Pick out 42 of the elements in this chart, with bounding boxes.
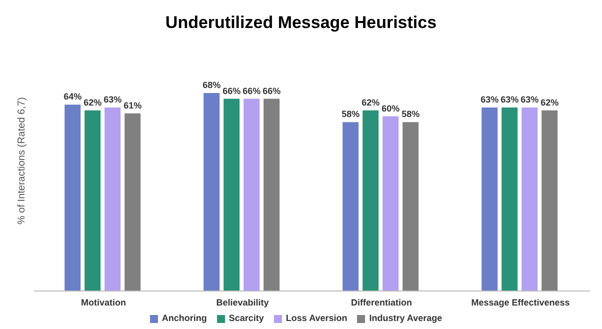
- data-label: 62%: [362, 97, 380, 108]
- bar: [522, 108, 538, 291]
- data-label: 61%: [124, 100, 142, 110]
- bar: [502, 108, 518, 291]
- bar: [482, 108, 498, 291]
- bar: [124, 113, 141, 291]
- legend-label: Loss Aversion: [286, 313, 348, 323]
- data-label: 58%: [342, 109, 360, 120]
- data-label: 58%: [402, 109, 420, 120]
- data-label: 63%: [520, 94, 539, 105]
- bar: [542, 110, 558, 291]
- data-label: 68%: [202, 80, 221, 90]
- bar: [244, 98, 260, 291]
- y-axis-title: % of Interactions (Rated 6,7): [16, 97, 28, 224]
- chart-title: Underutilized Message Heuristics: [164, 12, 438, 34]
- bar: [84, 110, 101, 291]
- bar: [204, 92, 220, 291]
- data-label: 63%: [104, 94, 122, 105]
- data-label: 66%: [222, 86, 241, 96]
- x-tick-label: Message Effectiveness: [471, 297, 570, 308]
- x-tick-label: Believability: [216, 297, 269, 308]
- legend-label: Anchoring: [162, 313, 207, 323]
- data-label: 63%: [500, 94, 519, 105]
- data-label: 62%: [540, 97, 559, 108]
- data-label: 63%: [480, 94, 499, 105]
- bar: [402, 122, 419, 291]
- data-label: 62%: [84, 97, 102, 108]
- data-label: 66%: [262, 86, 281, 96]
- bar: [224, 98, 240, 291]
- data-label: 60%: [382, 103, 400, 114]
- bar: [342, 122, 359, 291]
- bar: [362, 110, 379, 291]
- legend-label: Scarcity: [228, 313, 264, 323]
- bar: [64, 104, 81, 291]
- bar: [104, 108, 121, 291]
- x-tick-label: Motivation: [81, 297, 126, 308]
- bar: [382, 116, 399, 291]
- data-label: 64%: [64, 92, 82, 102]
- bar: [264, 98, 280, 291]
- data-label: 66%: [242, 86, 261, 96]
- legend-label: Industry Average: [369, 313, 442, 323]
- x-tick-label: Differentiation: [350, 297, 412, 308]
